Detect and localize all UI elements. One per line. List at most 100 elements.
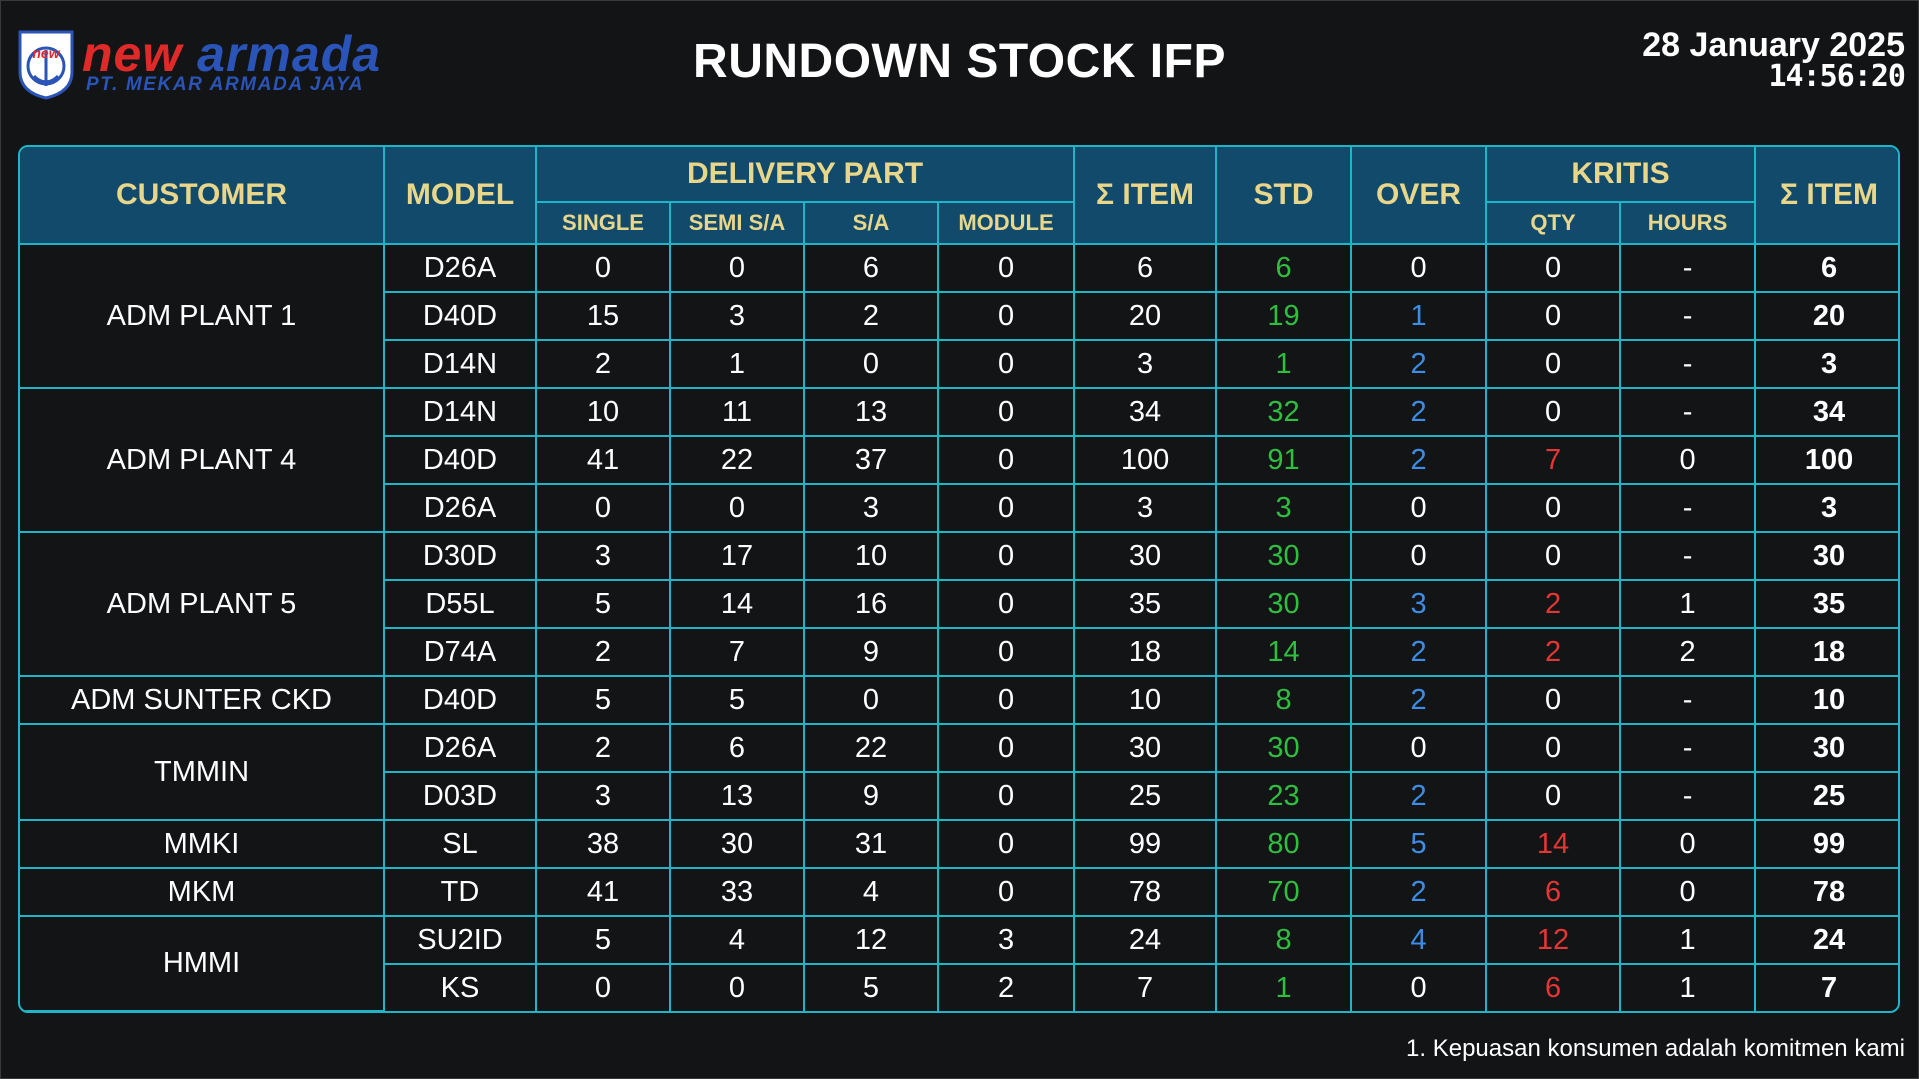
cell-hours: 1 — [1619, 963, 1757, 1011]
cell-single: 2 — [535, 339, 671, 389]
cell-over: 5 — [1350, 819, 1488, 869]
cell-model: SL — [383, 819, 537, 869]
cell-over: 0 — [1350, 483, 1488, 533]
table-row: D40D 15 3 2 0 20 19 1 0-20 — [20, 291, 1898, 341]
cell-sum: 3 — [1073, 483, 1218, 533]
cell-customer: TMMIN — [20, 723, 385, 821]
cell-sum: 30 — [1073, 723, 1218, 773]
table-row: D26A 0 0 3 0 3 3 0 0-3 — [20, 483, 1898, 533]
anchor-badge-icon: new — [18, 30, 74, 100]
cell-customer: MKM — [20, 867, 385, 917]
cell-sum: 10 — [1073, 675, 1218, 725]
cell-std: 6 — [1215, 244, 1353, 293]
cell-hours: 0 — [1619, 867, 1757, 917]
cell-std: 3 — [1215, 483, 1353, 533]
table-row: HMMI SU2ID 5 4 12 3 24 8 4 12 1 24 — [20, 915, 1898, 1011]
cell-semi-sa: 5 — [669, 675, 805, 725]
cell-single: 2 — [535, 627, 671, 677]
cell-std: 1 — [1215, 339, 1353, 389]
cell-model: D74A — [384, 627, 537, 677]
table-row: D55L 5 14 16 0 35 30 3 2 1 35 — [20, 579, 1898, 629]
cell-hours: - — [1619, 723, 1757, 773]
cell-over: 0 — [1350, 723, 1488, 773]
cell-std: 1 — [1215, 963, 1353, 1011]
cell-model: D40D — [383, 675, 537, 725]
cell-total: 78 — [1754, 867, 1898, 917]
cell-sum: 99 — [1073, 819, 1218, 869]
table-row: ADM PLANT 1 D26A 0 0 6 0 6 6 0 0-6 — [20, 244, 1898, 389]
cell-total: 99 — [1754, 819, 1898, 869]
cell-customer: ADM PLANT 4 — [20, 387, 385, 533]
table-row: D74A 2 7 9 0 18 14 2 2 2 18 — [20, 627, 1898, 677]
cell-sum: 6 — [1073, 244, 1218, 293]
header-single: SINGLE — [536, 201, 671, 245]
cell-std: 30 — [1215, 723, 1353, 773]
header-delivery-part: DELIVERY PART — [534, 147, 1076, 203]
cell-hours: - — [1619, 771, 1757, 821]
cell-qty: 0 — [1485, 531, 1622, 581]
cell-model: D40D — [384, 291, 537, 341]
cell-semi-sa: 33 — [669, 867, 805, 917]
cell-over: 2 — [1350, 435, 1488, 485]
stock-table-body: ADM PLANT 1 D26A 0 0 6 0 6 6 0 0-6 D40D 15 3 2 0 20 19 1 0… — [20, 244, 1898, 1011]
time-label: 14:56:20 — [1768, 59, 1906, 94]
cell-total: 24 — [1754, 915, 1898, 965]
cell-qty: 0 — [1485, 387, 1622, 437]
cell-single: 5 — [535, 675, 671, 725]
cell-module: 0 — [936, 675, 1076, 725]
cell-sa: 4 — [803, 867, 939, 917]
footer-note: 1. Kepuasan konsumen adalah komitmen kam… — [1406, 1035, 1905, 1062]
page-title: RUNDOWN STOCK IFP — [693, 35, 1226, 88]
cell-sum: 100 — [1073, 435, 1218, 485]
cell-over: 1 — [1350, 291, 1488, 341]
table-row: MKM TD 41 33 4 0 78 70 2 6 0 78 — [20, 867, 1898, 917]
cell-hours: 0 — [1619, 435, 1757, 485]
cell-model: D14N — [384, 339, 537, 389]
stock-table-container: CUSTOMER MODEL DELIVERY PART Σ ITEM STD … — [18, 145, 1900, 1013]
header-module: MODULE — [936, 201, 1076, 245]
cell-semi-sa: 1 — [669, 339, 805, 389]
cell-module: 0 — [936, 339, 1076, 389]
cell-module: 0 — [936, 387, 1076, 437]
table-row: ADM SUNTER CKD D40D 5 5 0 0 10 8 2 0-10 — [20, 675, 1898, 725]
cell-std: 80 — [1215, 819, 1353, 869]
company-logo: new new armada PT. MEKAR ARMADA JAYA — [14, 24, 404, 108]
cell-std: 91 — [1215, 435, 1353, 485]
cell-semi-sa: 4 — [669, 915, 805, 965]
cell-sum: 30 — [1073, 531, 1218, 581]
table-row: ADM PLANT 4 D14N 10 11 13 0 34 32 2 0-34 — [20, 387, 1898, 533]
cell-total: 34 — [1754, 387, 1898, 437]
cell-std: 32 — [1215, 387, 1353, 437]
cell-single: 2 — [535, 723, 671, 773]
cell-single: 0 — [535, 483, 671, 533]
cell-single: 41 — [535, 867, 671, 917]
table-row: TMMIN D26A 2 6 22 0 30 30 0 0-30 — [20, 723, 1898, 821]
cell-hours: 0 — [1619, 819, 1757, 869]
cell-over: 2 — [1350, 771, 1488, 821]
cell-total: 6 — [1754, 244, 1898, 293]
company-name: PT. MEKAR ARMADA JAYA — [86, 74, 365, 95]
cell-module: 0 — [936, 723, 1076, 773]
cell-semi-sa: 13 — [669, 771, 805, 821]
cell-model: D26A — [383, 723, 537, 773]
header-std: STD — [1215, 147, 1353, 245]
cell-hours: 1 — [1619, 915, 1757, 965]
header-semi-sa: SEMI S/A — [669, 201, 805, 245]
cell-sa: 6 — [803, 244, 939, 293]
cell-std: 70 — [1215, 867, 1353, 917]
cell-over: 0 — [1350, 531, 1488, 581]
cell-sum: 20 — [1073, 291, 1218, 341]
cell-customer: ADM PLANT 5 — [20, 531, 385, 677]
cell-qty: 0 — [1485, 483, 1622, 533]
header-sa: S/A — [803, 201, 939, 245]
cell-sa: 3 — [803, 483, 939, 533]
cell-customer: MMKI — [20, 819, 385, 869]
header-hours: HOURS — [1619, 201, 1756, 245]
cell-hours: - — [1619, 244, 1757, 293]
cell-hours: - — [1619, 675, 1757, 725]
header-over: OVER — [1350, 147, 1488, 245]
cell-hours: 2 — [1619, 627, 1757, 677]
table-row: D03D 3 13 9 0 25 23 2 0-25 — [20, 771, 1898, 821]
cell-hours: - — [1619, 291, 1757, 341]
cell-module: 0 — [936, 435, 1076, 485]
